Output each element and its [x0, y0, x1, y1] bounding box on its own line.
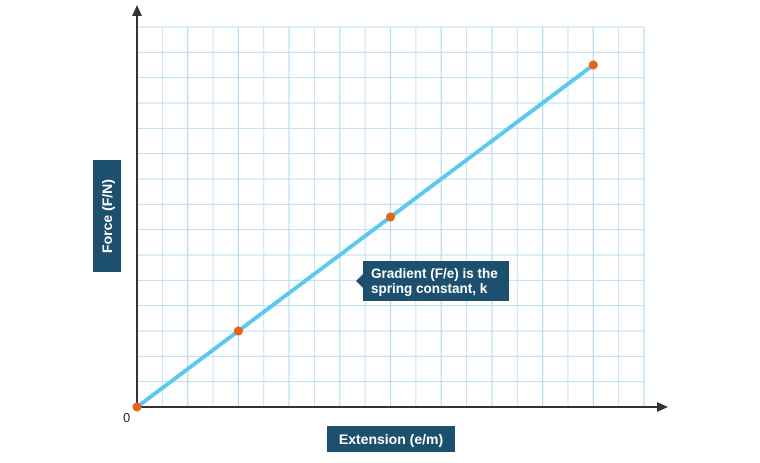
data-point [132, 402, 142, 412]
y-axis-label: Force (F/N) [99, 179, 115, 253]
y-axis-label-box: Force (F/N) [93, 160, 121, 272]
data-point [233, 326, 243, 336]
gradient-annotation: Gradient (F/e) is the spring constant, k [363, 261, 509, 301]
series-line [135, 63, 596, 409]
annotation-pointer [356, 274, 363, 288]
origin-label: 0 [123, 410, 131, 425]
y-axis-arrow-icon [132, 5, 142, 16]
x-axis-label: Extension (e/m) [327, 426, 455, 452]
data-point [588, 60, 598, 70]
annotation-line-1: Gradient (F/e) is the [371, 266, 498, 281]
axes [132, 5, 668, 412]
data-series [132, 60, 598, 412]
data-point [386, 212, 395, 222]
x-axis-arrow-icon [657, 402, 668, 412]
annotation-line-2: spring constant, k [371, 281, 488, 296]
